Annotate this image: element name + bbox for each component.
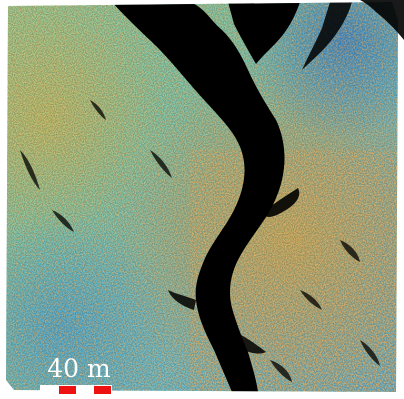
scale-bar-label: 40 m (47, 354, 111, 383)
scale-bar-segments (40, 385, 112, 395)
scale-bar: 40 m (40, 356, 118, 396)
scale-segment-3 (76, 386, 94, 394)
scale-segment-2 (58, 386, 76, 394)
scale-segment-1 (41, 386, 59, 394)
scale-segment-4 (93, 386, 111, 394)
